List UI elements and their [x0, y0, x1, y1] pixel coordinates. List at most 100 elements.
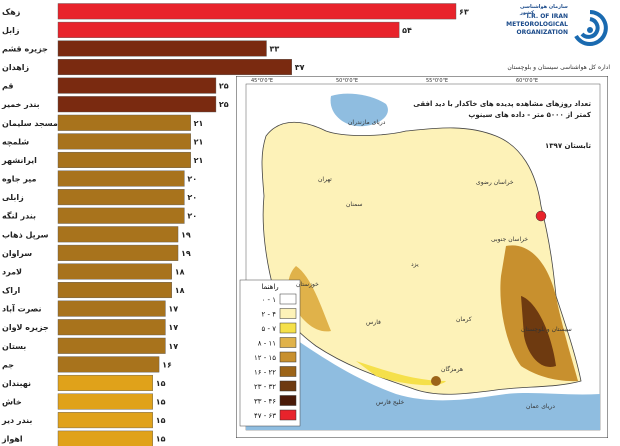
- iran-map-panel: دریای مازندران خلیج فارس دریای عمان تعدا…: [235, 75, 609, 439]
- province-label: کرمان: [456, 316, 472, 323]
- legend-label: ۰ - ۱: [262, 296, 277, 304]
- logo-line3: METEOROLOGICAL: [506, 21, 568, 28]
- category-label: زابل: [2, 26, 20, 35]
- value-label: ۲۱: [194, 119, 204, 128]
- coord-top-2: 50°0'0"E: [336, 78, 358, 84]
- bar-16: [57, 282, 172, 299]
- province-label: سیستان و بلوچستان: [521, 326, 572, 333]
- category-label: نصرت آباد: [2, 304, 42, 314]
- zabol-hotspot: [535, 210, 547, 222]
- value-label: ۲۰: [187, 175, 197, 184]
- category-label: جزیره لاوان: [2, 323, 49, 332]
- qeshm-hotspot: [431, 376, 441, 386]
- value-label: ۱۵: [156, 416, 166, 425]
- gulf-water: [246, 326, 600, 430]
- province-label: فارس: [366, 319, 381, 326]
- category-label: بندر دیر: [1, 416, 32, 425]
- bar-14: [57, 244, 179, 261]
- value-label: ۱۵: [156, 379, 166, 388]
- legend-swatch: [279, 322, 297, 334]
- legend-label: ۳۳ - ۴۶: [254, 398, 276, 406]
- value-label: ۱۷: [168, 342, 178, 351]
- value-label: ۳۷: [295, 63, 305, 72]
- bar-18: [57, 319, 166, 336]
- logo-line4: ORGANIZATION: [516, 29, 568, 36]
- value-label: ۲۵: [219, 82, 229, 91]
- bar-8: [57, 133, 191, 150]
- category-label: میر جاوه: [2, 175, 36, 184]
- legend-label: ۱۶ - ۲۲: [254, 369, 276, 377]
- logo-line2: I.R. OF IRAN: [526, 13, 568, 20]
- category-label: بندر خمیر: [1, 100, 40, 109]
- value-label: ۳۳: [269, 44, 279, 53]
- category-label: سراوان: [2, 249, 32, 258]
- bar-7: [57, 114, 191, 131]
- value-label: ۲۱: [194, 156, 204, 165]
- bar-17: [57, 300, 166, 317]
- organization-logo: سازمان هواشناسی کشور I.R. OF IRAN METEOR…: [506, 2, 612, 66]
- category-label: جزیره قشم: [2, 44, 48, 53]
- category-label: نهبندان: [2, 379, 31, 388]
- coord-top-4: 60°0'0"E: [516, 78, 538, 84]
- category-label: قم: [2, 82, 14, 91]
- bar-12: [57, 207, 185, 224]
- logo-caption: اداره کل هواشناسی سیستان و بلوچستان: [507, 64, 610, 71]
- category-label: بندر لنگه: [2, 211, 36, 221]
- legend-label: ۴۷ - ۶۳: [254, 412, 276, 420]
- value-label: ۶۳: [459, 7, 469, 16]
- value-label: ۱۵: [156, 435, 166, 444]
- persian-gulf-label: خلیج فارس: [376, 399, 404, 406]
- bar-22: [57, 393, 153, 410]
- value-label: ۱۸: [175, 286, 185, 295]
- category-label: خاش: [2, 398, 22, 408]
- logo-line1: سازمان هواشناسی کشور: [520, 4, 568, 16]
- category-label: زابلی: [2, 193, 24, 202]
- value-label: ۱۵: [156, 398, 166, 407]
- category-label: بستان: [2, 342, 26, 351]
- spiral-logo-icon: [574, 10, 608, 46]
- east-dust-zone: [500, 245, 578, 382]
- category-label: زهک: [2, 7, 21, 16]
- southeast-dust-core: [521, 296, 556, 367]
- value-label: ۵۴: [402, 26, 412, 35]
- legend-swatch: [279, 409, 297, 421]
- legend-swatch: [279, 395, 297, 406]
- bar-21: [57, 374, 153, 391]
- value-label: ۲۰: [187, 212, 197, 221]
- province-label: خراسان رضوی: [476, 179, 514, 186]
- bar-20: [57, 356, 160, 373]
- coord-top-3: 55°0'0"E: [426, 78, 448, 84]
- value-label: ۱۷: [168, 323, 178, 332]
- value-label: ۱۸: [175, 267, 185, 276]
- category-label: اراک: [2, 286, 21, 295]
- province-label: هرمزگان: [441, 365, 463, 373]
- bar-3: [57, 40, 267, 57]
- bar-4: [57, 59, 292, 76]
- category-label: اهواز: [1, 435, 23, 444]
- oman-sea-label: دریای عمان: [526, 403, 555, 410]
- value-label: ۱۹: [181, 249, 191, 258]
- value-label: ۱۹: [181, 230, 191, 239]
- bar-10: [57, 170, 185, 187]
- bar-24: [57, 430, 153, 446]
- value-label: ۲۵: [219, 100, 229, 109]
- bar-13: [57, 226, 179, 243]
- map-title-line2: کمتر از ۵۰۰۰ متر - داده های سینوپ: [468, 111, 592, 119]
- value-label: ۲۱: [194, 137, 204, 146]
- category-label: ایرانشهر: [1, 156, 37, 165]
- legend-swatch: [279, 308, 297, 319]
- bar-23: [57, 412, 153, 429]
- province-label: یزد: [411, 261, 419, 268]
- value-label: ۱۷: [168, 305, 178, 314]
- legend-swatch: [279, 337, 297, 348]
- iran-dust-map: دریای مازندران خلیج فارس دریای عمان تعدا…: [235, 75, 609, 439]
- bar-11: [57, 189, 185, 206]
- legend-label: ۸ - ۱۱: [258, 340, 276, 348]
- category-label: سرپل ذهاب: [2, 230, 49, 239]
- category-label: جم: [2, 360, 14, 369]
- map-legend: راهنما ۰ - ۱ ۲ - ۴ ۵ - ۷ ۸ - ۱۱ ۱۲ - ۱۵ ۱۶ - …: [239, 279, 301, 427]
- map-season: تابستان ۱۳۹۷: [545, 142, 591, 150]
- bar-2: [57, 21, 400, 38]
- legend-label: ۱۲ - ۱۵: [254, 354, 276, 362]
